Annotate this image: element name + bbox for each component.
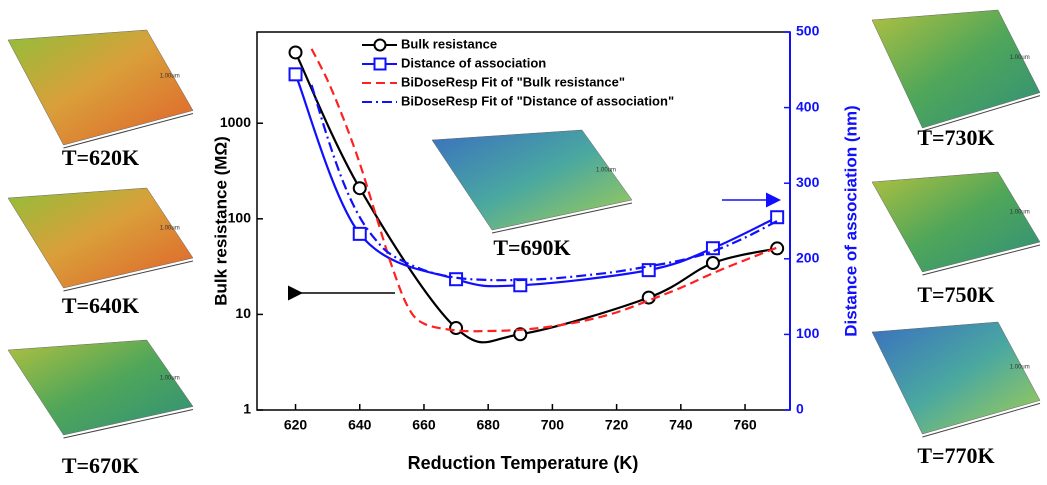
data-point <box>449 321 464 336</box>
inset-label: T=750K <box>917 282 994 307</box>
afm-image <box>871 321 1041 435</box>
x-tick-label: 620 <box>284 417 308 433</box>
afm-scale-label: 1.00um <box>596 168 616 174</box>
inset-label: T=620K <box>62 145 139 170</box>
data-point <box>770 210 785 225</box>
afm-scale <box>63 409 194 439</box>
y2-tick-label: 0 <box>796 401 804 417</box>
y-axis-label: Bulk resistance (MΩ) <box>211 136 230 306</box>
data-point <box>513 327 528 342</box>
afm-scale-label: 1.00um <box>1010 364 1030 370</box>
x-tick-label: 660 <box>412 417 436 433</box>
afm-scale-label: 1.00um <box>160 74 180 80</box>
data-point <box>770 241 785 256</box>
series-line <box>310 48 778 333</box>
legend-label: Distance of association <box>401 55 546 70</box>
series-line <box>294 51 778 344</box>
insets: 1.00um T=620K 1.00um T=640K 1.00um T=670K 1.00… <box>7 9 1041 478</box>
legend-label: BiDoseResp Fit of "Bulk resistance" <box>401 74 625 89</box>
afm-image <box>7 339 194 436</box>
legend-marker <box>373 38 387 52</box>
y2-tick-label: 200 <box>796 250 820 266</box>
x-axis-label: Reduction Temperature (K) <box>408 453 639 473</box>
x-tick-label: 760 <box>733 417 757 433</box>
data-point <box>352 226 367 241</box>
afm-scale <box>922 244 1041 276</box>
afm-scale <box>491 202 633 234</box>
afm-scale <box>63 113 194 149</box>
inset-label: T=670K <box>62 453 139 478</box>
inset-label: T=690K <box>493 235 570 260</box>
y2-tick-label: 500 <box>796 23 820 39</box>
afm-scale-label: 1.00um <box>160 376 180 382</box>
x-tick-label: 680 <box>477 417 501 433</box>
legend-label: BiDoseResp Fit of "Distance of associati… <box>401 93 674 108</box>
data-point <box>288 67 303 82</box>
y-tick-label: 100 <box>228 210 252 226</box>
afm-scale <box>922 402 1041 438</box>
data-point <box>641 263 656 278</box>
y-tick-label: 1 <box>243 401 251 417</box>
inset-label: T=640K <box>62 293 139 318</box>
afm-image <box>7 187 194 289</box>
afm-image <box>7 29 194 146</box>
x-tick-label: 640 <box>348 417 372 433</box>
x-tick-label: 700 <box>541 417 565 433</box>
afm-scale-label: 1.00um <box>1010 55 1030 61</box>
afm-image <box>871 171 1041 273</box>
data-point <box>705 255 720 270</box>
data-point <box>352 181 367 196</box>
afm-scale <box>922 95 1041 132</box>
afm-image <box>431 129 633 231</box>
afm-scale-label: 1.00um <box>1010 210 1030 216</box>
legend-marker <box>373 57 387 71</box>
inset-label: T=730K <box>917 125 994 150</box>
afm-scale <box>63 260 194 292</box>
x-tick-label: 740 <box>669 417 693 433</box>
y2-tick-label: 300 <box>796 174 820 190</box>
inset-label: T=770K <box>917 443 994 468</box>
x-tick-label: 720 <box>605 417 629 433</box>
y-tick-label: 10 <box>235 305 251 321</box>
afm-image <box>871 9 1041 129</box>
y2-tick-label: 400 <box>796 98 820 114</box>
legend-label: Bulk resistance <box>401 36 497 51</box>
afm-scale-label: 1.00um <box>160 226 180 232</box>
data-point <box>288 45 303 60</box>
y2-axis-label: Distance of association (nm) <box>841 105 860 336</box>
y2-tick-label: 100 <box>796 325 820 341</box>
y-tick-label: 1000 <box>220 114 251 130</box>
series-line <box>310 84 778 282</box>
